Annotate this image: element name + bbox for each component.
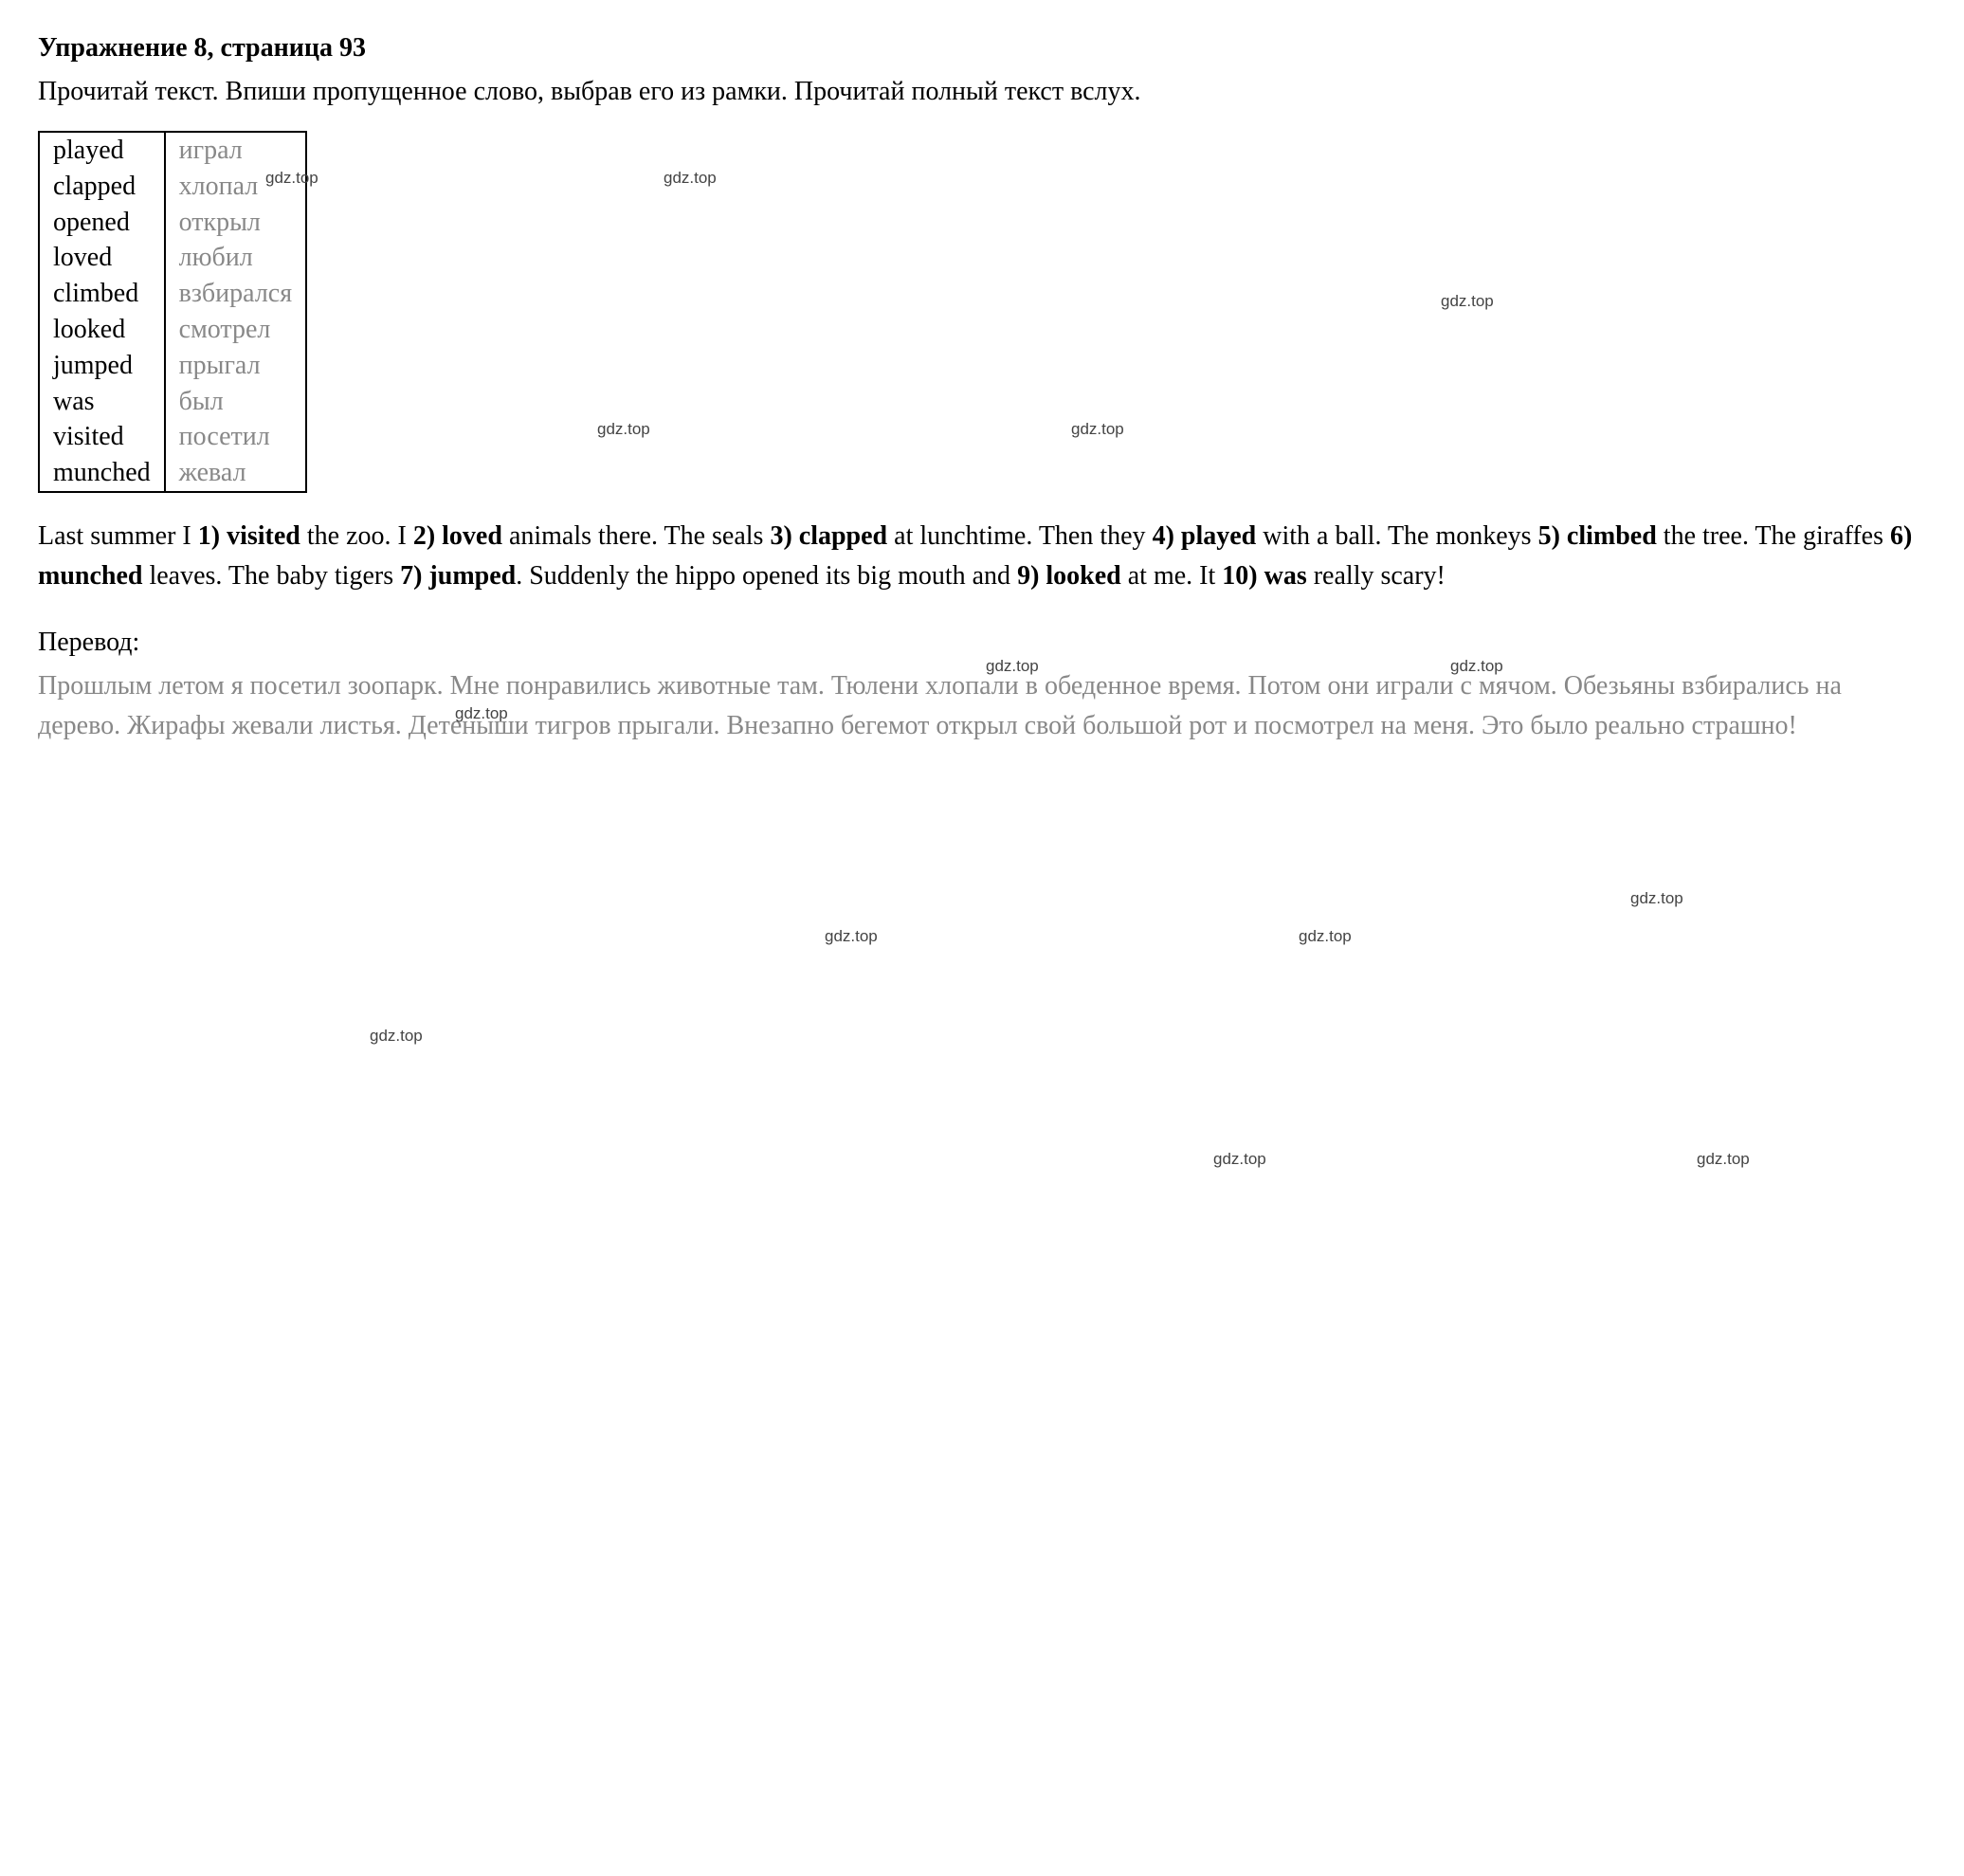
- passage-span: Last summer I: [38, 521, 198, 551]
- passage-span: at me. It: [1121, 561, 1223, 591]
- exercise-title: Упражнение 8, страница 93: [38, 28, 1926, 68]
- passage-span: . Suddenly the hippo opened its big mout…: [516, 561, 1017, 591]
- passage-span: with a ball. The monkeys: [1256, 521, 1537, 551]
- vocab-en-3: loved: [53, 240, 151, 276]
- watermark: gdz.top: [1299, 924, 1352, 949]
- passage-text: Last summer I 1) visited the zoo. I 2) l…: [38, 517, 1926, 596]
- answer-4: 4) played: [1153, 521, 1257, 551]
- answer-2: 2) loved: [413, 521, 502, 551]
- watermark: gdz.top: [664, 166, 717, 191]
- watermark: gdz.top: [1630, 886, 1683, 911]
- watermark: gdz.top: [1441, 289, 1494, 314]
- vocabulary-table: played clapped opened loved climbed look…: [38, 131, 307, 493]
- vocab-ru-2: открыл: [179, 205, 292, 241]
- vocab-ru-9: жевал: [179, 455, 292, 491]
- watermark: gdz.top: [597, 417, 650, 442]
- vocab-en-6: jumped: [53, 348, 151, 384]
- vocab-ru-0: играл: [179, 133, 292, 169]
- vocab-ru-6: прыгал: [179, 348, 292, 384]
- answer-3: 3) clapped: [770, 521, 887, 551]
- vocab-english-column: played clapped opened loved climbed look…: [39, 132, 165, 492]
- watermark: gdz.top: [1213, 1147, 1266, 1172]
- answer-10: 10) was: [1222, 561, 1306, 591]
- answer-5: 5) climbed: [1538, 521, 1657, 551]
- vocab-russian-column: играл хлопал открыл любил взбирался смот…: [165, 132, 306, 492]
- watermark: gdz.top: [1697, 1147, 1750, 1172]
- vocab-en-5: looked: [53, 312, 151, 348]
- translation-label: Перевод:: [38, 623, 1926, 663]
- vocab-en-8: visited: [53, 419, 151, 455]
- watermark: gdz.top: [1071, 417, 1124, 442]
- translation-text: Прошлым летом я посетил зоопарк. Мне пон…: [38, 666, 1926, 746]
- vocab-en-0: played: [53, 133, 151, 169]
- vocab-en-7: was: [53, 384, 151, 420]
- passage-span: animals there. The seals: [502, 521, 771, 551]
- vocab-ru-5: смотрел: [179, 312, 292, 348]
- answer-1: 1) visited: [198, 521, 300, 551]
- answer-9: 9) looked: [1017, 561, 1121, 591]
- passage-span: the zoo. I: [300, 521, 413, 551]
- vocab-en-2: opened: [53, 205, 151, 241]
- vocab-ru-7: был: [179, 384, 292, 420]
- vocab-ru-3: любил: [179, 240, 292, 276]
- passage-span: the tree. The giraffes: [1657, 521, 1890, 551]
- vocab-ru-4: взбирался: [179, 276, 292, 312]
- vocab-en-1: clapped: [53, 169, 151, 205]
- vocab-en-9: munched: [53, 455, 151, 491]
- watermark: gdz.top: [825, 924, 878, 949]
- vocab-en-4: climbed: [53, 276, 151, 312]
- passage-span: leaves. The baby tigers: [142, 561, 400, 591]
- passage-span: at lunchtime. Then they: [887, 521, 1152, 551]
- instruction-text: Прочитай текст. Впиши пропущенное слово,…: [38, 72, 1926, 112]
- watermark: gdz.top: [370, 1024, 423, 1048]
- answer-7: 7) jumped: [400, 561, 516, 591]
- vocab-ru-8: посетил: [179, 419, 292, 455]
- vocab-ru-1: хлопал: [179, 169, 292, 205]
- passage-span: really scary!: [1307, 561, 1446, 591]
